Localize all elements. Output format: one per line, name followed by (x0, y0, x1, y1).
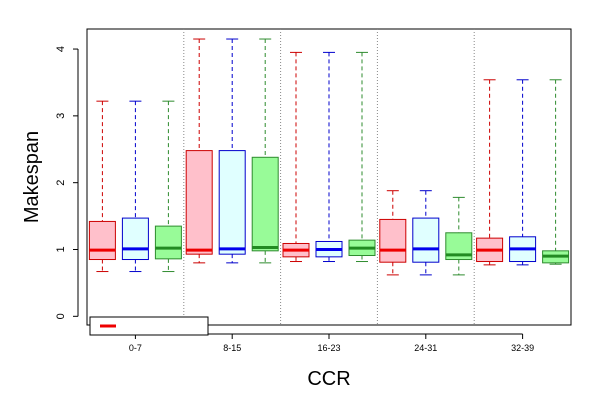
box-series (88, 38, 570, 276)
x-tick-label: 8-15 (223, 343, 241, 353)
box (251, 156, 279, 252)
y-axis-title: Makespan (21, 131, 43, 223)
y-axis: 0 1 2 3 4 (55, 46, 79, 319)
x-tick-label: 16-23 (317, 343, 340, 353)
box (121, 217, 149, 261)
box-group-16-23 (282, 51, 376, 263)
y-tick-label: 0 (55, 313, 67, 319)
box (88, 220, 116, 261)
x-axis-title: CCR (307, 368, 350, 390)
box (379, 218, 407, 263)
y-tick-label: 4 (55, 46, 67, 52)
legend-box (89, 316, 209, 336)
group-separators (183, 29, 475, 325)
x-tick-label: 32-39 (511, 343, 534, 353)
y-tick-label: 1 (55, 246, 67, 252)
y-tick-label: 3 (55, 113, 67, 119)
y-tick-label: 2 (55, 180, 67, 186)
box-group-24-31 (379, 190, 473, 276)
box (218, 150, 246, 255)
x-tick-label: 0-7 (129, 343, 142, 353)
box (154, 225, 182, 260)
box (412, 217, 440, 263)
box-group-32-39 (476, 79, 570, 266)
legend (89, 316, 209, 336)
box-group-0-7 (88, 100, 182, 273)
x-tick-label: 24-31 (414, 343, 437, 353)
box (185, 150, 213, 255)
plot-frame (86, 28, 572, 326)
box-group-8-15 (185, 38, 279, 264)
